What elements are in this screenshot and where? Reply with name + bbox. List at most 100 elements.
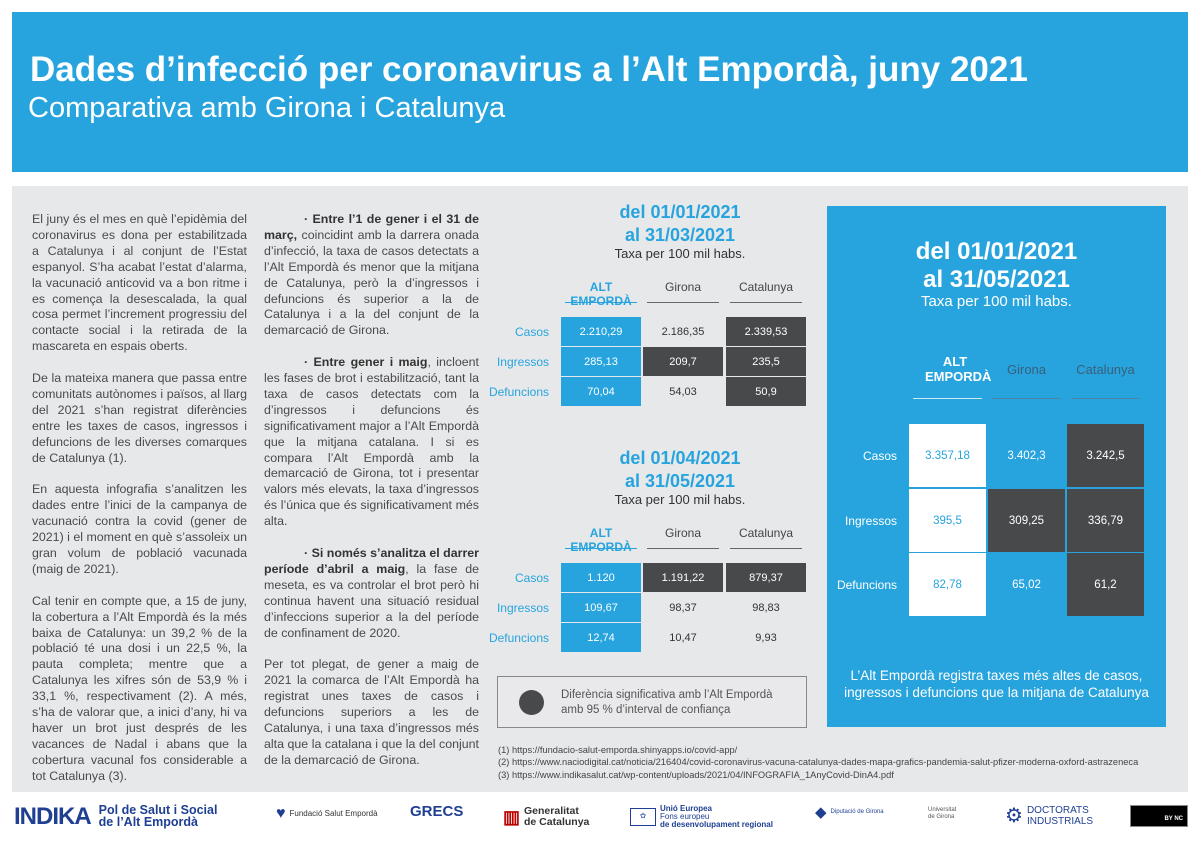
value-cell: 82,78 — [909, 553, 986, 616]
value-cell: 50,9 — [726, 377, 806, 406]
column-header: ALT EMPORDÀ — [570, 280, 632, 308]
summary-caption: L’Alt Empordà registra taxes més altes d… — [844, 668, 1149, 700]
value-cell: 1.191,22 — [643, 563, 723, 592]
generalitat-logo: ▥ Generalitat de Catalunya — [503, 806, 589, 828]
value-cell: 12,74 — [561, 623, 641, 652]
indika-wordmark: INDIKA — [14, 802, 92, 830]
page-subtitle: Comparativa amb Girona i Catalunya — [28, 92, 506, 124]
paragraph-lead: · Entre gener i maig — [304, 355, 428, 370]
paragraph-lead: · Si només s’analitza el darrer període … — [264, 546, 479, 576]
eu-line: de desenvolupament regional — [660, 820, 773, 829]
shield-icon: ◆ — [815, 804, 827, 821]
period-title: al 31/03/2021 — [624, 225, 736, 245]
heart-icon: ♥ — [276, 805, 286, 822]
value-cell: 10,47 — [669, 631, 697, 644]
value-cell: 2.186,35 — [661, 325, 705, 338]
reference-link[interactable]: (1) https://fundacio-salut-emporda.shiny… — [498, 745, 738, 755]
header-underline — [647, 302, 719, 303]
references: (1) https://fundacio-salut-emporda.shiny… — [498, 744, 1138, 781]
text-column-1: El juny és el mes en què l’epidèmia del … — [32, 212, 247, 800]
generalitat-text: Generalitat de Catalunya — [524, 806, 589, 828]
cc-license-text: BY NC — [1164, 816, 1183, 822]
diputacio-text: Diputació de Girona — [830, 809, 884, 815]
logo-bar: INDIKA Pol de Salut i Social de l’Alt Emp… — [0, 800, 1200, 836]
value-cell: 2.339,53 — [726, 317, 806, 346]
period-title: del 01/01/2021 — [619, 202, 741, 222]
value-cell: 9,93 — [755, 631, 777, 644]
row-label: Casos — [862, 448, 897, 463]
header-underline — [1071, 398, 1140, 399]
value-cell: 3.242,5 — [1067, 424, 1144, 487]
value-cell: 879,37 — [726, 563, 806, 592]
value-cell: 109,67 — [561, 593, 641, 622]
reference-link[interactable]: (3) https://www.indikasalut.cat/wp-conte… — [498, 769, 894, 780]
value-cell: 2.210,29 — [561, 317, 641, 346]
rate-unit: Taxa per 100 mil habs. — [614, 492, 746, 507]
eu-flag-icon: ✩ — [630, 808, 656, 826]
value-cell: 209,7 — [643, 347, 723, 376]
header-banner: Dades d’infecció per coronavirus a l’Alt… — [12, 12, 1188, 172]
fundacio-salut-logo: ♥ Fundació Salut Empordà — [276, 805, 378, 822]
value-cell: 3.402,3 — [1007, 449, 1046, 462]
eu-line: Fons europeu — [660, 812, 710, 821]
table-jan-may-highlight: L’Alt Empordà registra taxes més altes d… — [827, 206, 1166, 727]
period-title: al 31/05/2021 — [624, 471, 736, 491]
header-underline — [913, 398, 982, 399]
udg-line: Universitat — [928, 807, 957, 813]
legend-line: Diferència significativa amb l’Alt Empor… — [561, 689, 773, 701]
gen-line: Generalitat — [524, 805, 579, 817]
grecs-logo: GRECS — [410, 803, 464, 820]
value-cell: 98,83 — [752, 601, 780, 614]
paragraph: Per tot plegat, de gener a maig de 2021 … — [264, 657, 479, 768]
value-cell: 235,5 — [726, 347, 806, 376]
value-cell: 336,79 — [1067, 489, 1144, 552]
eu-line: Unió Europea — [660, 804, 713, 813]
paragraph: En aquesta infografia s’analitzen les da… — [32, 482, 247, 576]
header-underline — [565, 302, 637, 303]
paragraph: · Entre gener i maig, incloent les fases… — [264, 355, 479, 530]
period-title: del 01/04/2021 — [619, 448, 741, 468]
paragraph-lead: · Entre l’1 de gener i el 31 de març, — [264, 212, 479, 242]
value-cell: 61,2 — [1067, 553, 1144, 616]
doctorats-text: DOCTORATS INDUSTRIALS — [1027, 805, 1093, 827]
column-header: Catalunya — [738, 280, 794, 294]
header-underline — [565, 548, 637, 549]
row-label: Defuncions — [488, 384, 549, 399]
eu-text: Unió Europea Fons europeu de desenvolupame… — [660, 805, 773, 829]
paragraph: Cal tenir en compte que, a 15 de juny, l… — [32, 593, 247, 783]
significance-legend: Diferència significativa amb l’Alt Empor… — [497, 676, 807, 728]
row-label: Ingressos — [844, 513, 897, 528]
column-header: Catalunya — [738, 526, 794, 540]
row-label: Defuncions — [836, 577, 897, 592]
creative-commons-badge: BY NC — [1130, 805, 1188, 827]
gen-line: de Catalunya — [524, 816, 590, 828]
indika-logo: INDIKA Pol de Salut i Social de l’Alt Emp… — [14, 802, 217, 830]
text-column-2: · Entre l’1 de gener i el 31 de març, co… — [264, 212, 479, 785]
period-title: al 31/05/2021 — [923, 266, 1070, 293]
paragraph: De la mateixa manera que passa entre com… — [32, 371, 247, 465]
value-cell: 395,5 — [909, 489, 986, 552]
value-cell: 98,37 — [669, 601, 697, 614]
column-header: Girona — [1006, 362, 1047, 377]
paragraph: · Si només s’analitza el darrer període … — [264, 546, 479, 641]
reference-link[interactable]: (2) https://www.naciodigital.cat/noticia… — [498, 757, 1139, 768]
pol-line: de l’Alt Empordà — [98, 815, 198, 829]
udg-text: Universitat de Girona — [928, 807, 956, 821]
header-underline — [647, 548, 719, 549]
column-header: ALT EMPORDÀ — [570, 526, 632, 554]
page-title: Dades d’infecció per coronavirus a l’Alt… — [30, 50, 1028, 89]
rate-unit: Taxa per 100 mil habs. — [921, 293, 1072, 310]
value-cell: 3.357,18 — [909, 424, 986, 487]
paragraph-text: , la fase de meseta, es va controlar el … — [264, 561, 479, 640]
column-header: Catalunya — [1076, 362, 1135, 377]
value-cell: 285,13 — [561, 347, 641, 376]
row-label: Casos — [514, 570, 549, 585]
row-label: Casos — [514, 324, 549, 339]
rate-unit: Taxa per 100 mil habs. — [614, 246, 746, 261]
paragraph: El juny és el mes en què l’epidèmia del … — [32, 212, 247, 354]
senyera-icon: ▥ — [503, 806, 521, 827]
doctorats-logo: ⚙ DOCTORATS INDUSTRIALS — [1005, 805, 1093, 827]
paragraph-text: , incloent les fases de brot i estabilit… — [264, 355, 479, 529]
paragraph-text: coincidint amb la darrera onada d’infecc… — [264, 227, 479, 338]
value-cell: 309,25 — [988, 489, 1065, 552]
